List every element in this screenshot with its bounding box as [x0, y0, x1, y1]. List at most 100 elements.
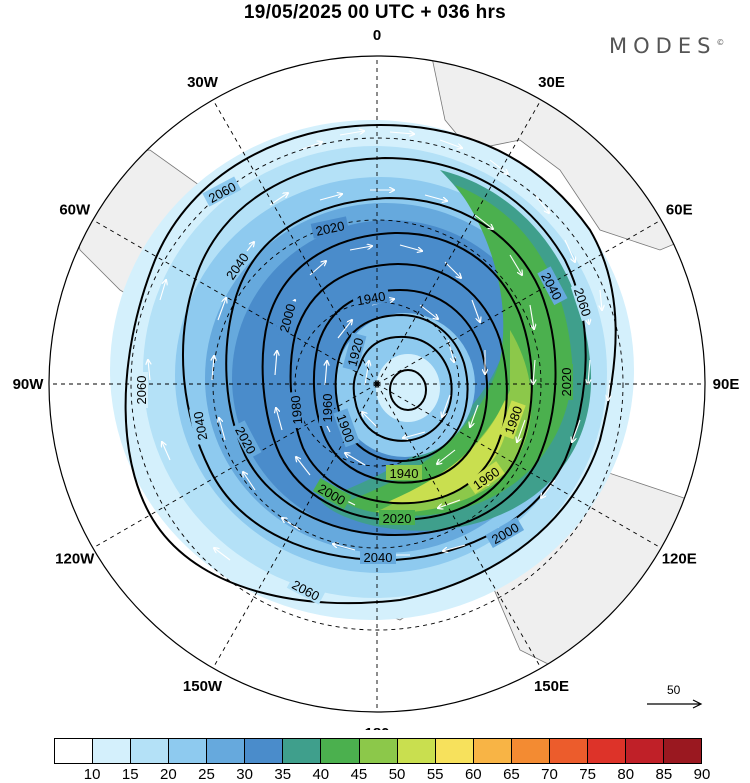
- colorbar-tick-label: 80: [617, 766, 635, 783]
- colorbar-tick-label: 10: [83, 766, 101, 783]
- longitude-label: 150E: [534, 678, 569, 695]
- wind-arrow: [442, 394, 451, 417]
- wind-arrow: [214, 548, 231, 561]
- meridian-line: [212, 383, 378, 669]
- wind-arrow: [148, 360, 150, 381]
- colorbar-swatch: [283, 739, 322, 763]
- shade-core-center: [376, 354, 440, 422]
- meridian-line: [376, 383, 662, 549]
- colorbar-tick-label: 70: [541, 766, 558, 783]
- wind-arrow: [541, 479, 556, 498]
- wind-arrow: [219, 418, 226, 441]
- wind-arrow: [424, 194, 447, 201]
- meridian-lines: [49, 56, 705, 712]
- colorbar-labels: 10 15 20 25 30 35 40 45 50 55 60 65 70 75 80 85 90: [0, 766, 750, 783]
- wind-arrow: [447, 339, 454, 362]
- shade-50-55: [385, 400, 508, 505]
- wind-arrow: [534, 194, 549, 213]
- contour-2040: [182, 156, 587, 562]
- wind-arrow: [333, 544, 356, 551]
- contour-label: 2040: [191, 410, 211, 441]
- contour-1900: [389, 369, 427, 411]
- wind-arrow: [444, 261, 461, 278]
- colorbar-swatch: [169, 739, 208, 763]
- colorbar-tick-label: 85: [655, 766, 673, 783]
- contour-label: 2040: [364, 550, 393, 565]
- contour-label: 2020: [314, 218, 345, 239]
- contour-label: 2020: [383, 511, 412, 526]
- wind-arrow: [325, 361, 327, 386]
- colorbar-tick-label: 25: [198, 766, 215, 783]
- contour-label: 2000: [276, 302, 298, 334]
- wind-arrow: [419, 304, 438, 319]
- meridian-line: [376, 99, 542, 385]
- graticule: [49, 56, 705, 712]
- wind-arrow: [217, 298, 226, 321]
- contour-2000: [261, 231, 533, 522]
- colorbar-swatch: [473, 739, 512, 763]
- longitude-label: 180: [364, 725, 389, 730]
- colorbar-tick-label: 30: [236, 766, 253, 783]
- contour-label: 2060: [134, 376, 149, 405]
- meridian-line: [212, 99, 378, 385]
- wind-arrow: [437, 449, 456, 464]
- contour-label: 2020: [559, 368, 574, 397]
- contour-2020: [225, 196, 557, 537]
- wind-arrow: [471, 299, 480, 322]
- wind-arrow: [517, 419, 526, 442]
- colorbar-tick-label: 20: [160, 766, 177, 783]
- meridian-line: [376, 219, 662, 385]
- wind-arrow: [296, 457, 311, 476]
- wind-arrow: [443, 544, 466, 551]
- colorbar-swatch: [245, 739, 284, 763]
- contour-1920: [352, 335, 453, 442]
- wind-arrow: [362, 412, 379, 429]
- colorbar-swatch: [397, 739, 436, 763]
- longitude-label: 120E: [662, 551, 697, 568]
- wind-arrow: [275, 351, 277, 376]
- reference-vector-arrow: [647, 699, 703, 709]
- colorbar-tick-label: 50: [388, 766, 406, 783]
- contour-1980: [289, 262, 508, 505]
- wind-arrow: [212, 356, 214, 381]
- colorbar-swatch: [359, 739, 398, 763]
- contour-label: 1940: [390, 466, 419, 481]
- meridian-line: [376, 383, 542, 669]
- longitude-labels: 0 30E 60E 90E 120E 150E 180 150W 120W 90W 60W 30W: [13, 27, 740, 730]
- reference-vector-label: 50: [667, 683, 681, 697]
- wind-arrow: [439, 139, 462, 148]
- map-title: 19/05/2025 00 UTC + 036 hrs: [243, 2, 507, 23]
- wind-arrow: [349, 246, 372, 251]
- colorbar-tick-label: 45: [350, 766, 368, 783]
- contour-label: 1920: [344, 336, 366, 368]
- colorbar-swatch: [93, 739, 132, 763]
- wind-arrow: [608, 379, 610, 400]
- wind-arrow: [162, 442, 171, 461]
- wind-arrow: [533, 359, 535, 384]
- longitude-label: 0: [373, 27, 381, 44]
- map-boundary: [48, 55, 706, 713]
- wind-arrow: [319, 194, 342, 201]
- colorbar-tick-label: 65: [503, 766, 520, 783]
- colorbar-tick-label: 60: [464, 766, 482, 783]
- wind-arrow: [572, 419, 581, 442]
- wind-arrow: [403, 431, 426, 438]
- wind-arrow: [564, 239, 575, 262]
- brand-logo: MODES©: [609, 34, 725, 58]
- wind-arrow: [600, 289, 602, 310]
- colorbar-tick-label: 75: [579, 766, 596, 783]
- colorbar-swatch: [511, 739, 550, 763]
- longitude-label: 30W: [187, 74, 219, 91]
- colorbar-swatch: [131, 739, 170, 763]
- colorbar: [54, 738, 702, 764]
- meridian-line: [92, 383, 378, 549]
- longitude-label: 150W: [183, 678, 223, 695]
- latitude-circle: [130, 137, 624, 631]
- colorbar-swatch: [549, 739, 588, 763]
- colorbar-swatch: [207, 739, 246, 763]
- contour-1960: [312, 288, 489, 484]
- contour-label: 1940: [356, 289, 387, 309]
- longitude-label: 90W: [13, 376, 45, 393]
- wind-arrow: [159, 280, 166, 301]
- longitude-label: 120W: [55, 551, 95, 568]
